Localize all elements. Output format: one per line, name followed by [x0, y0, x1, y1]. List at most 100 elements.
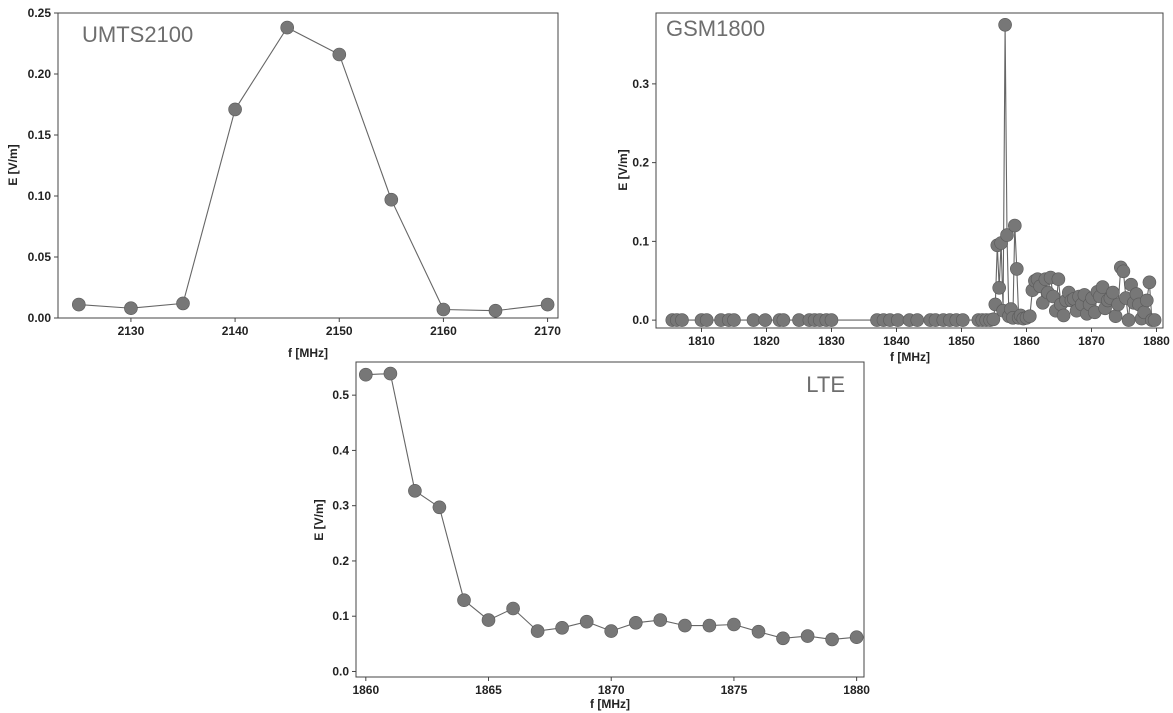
y-tick-label: 0.2 — [632, 156, 649, 170]
y-tick-label: 0.10 — [28, 189, 52, 203]
data-point — [358, 367, 373, 382]
data-point — [702, 618, 717, 633]
data-point — [1106, 285, 1120, 300]
panel-title: UMTS2100 — [82, 22, 193, 47]
y-tick-label: 0.20 — [28, 67, 52, 81]
y-tick-label: 0.0 — [332, 664, 349, 678]
x-tick-label: 1840 — [883, 334, 910, 348]
y-tick-label: 0.3 — [632, 77, 649, 91]
y-tick-label: 0.2 — [332, 554, 349, 568]
x-tick-label: 1880 — [843, 683, 870, 697]
plot-frame — [655, 12, 1164, 329]
y-tick-label: 0.5 — [332, 388, 349, 402]
data-point — [228, 102, 242, 117]
x-tick-label: 1860 — [352, 683, 379, 697]
x-tick-label: 1810 — [688, 334, 715, 348]
data-point — [998, 17, 1012, 32]
data-point — [506, 601, 520, 616]
plot-frame — [57, 12, 559, 319]
series-line — [78, 26, 548, 312]
data-point — [1009, 262, 1024, 276]
data-point — [432, 500, 447, 515]
y-axis-label: E [V/m] — [6, 144, 20, 185]
x-tick-label: 1850 — [948, 334, 975, 348]
x-tick-label: 2170 — [534, 324, 561, 338]
data-point — [332, 47, 347, 62]
x-tick-label: 1830 — [818, 334, 845, 348]
y-tick-label: 0.3 — [332, 499, 349, 513]
data-point — [1108, 309, 1123, 324]
panel-title: GSM1800 — [666, 16, 765, 41]
data-point — [383, 366, 398, 381]
data-point — [675, 313, 689, 327]
data-point — [604, 624, 619, 638]
data-point — [408, 483, 422, 498]
data-point — [751, 624, 766, 639]
data-point — [825, 632, 839, 647]
y-axis-label: E [V/m] — [616, 149, 630, 190]
data-point — [488, 303, 503, 318]
y-tick-label: 0.25 — [28, 6, 52, 20]
data-point — [579, 614, 594, 629]
y-tick-label: 0.05 — [28, 250, 52, 264]
data-point — [1140, 293, 1154, 308]
data-point — [678, 618, 692, 633]
data-point — [1056, 308, 1071, 323]
y-tick-label: 0.00 — [28, 311, 52, 325]
plot-frame — [355, 361, 865, 678]
data-point — [824, 313, 839, 327]
x-tick-label: 1870 — [598, 683, 625, 697]
data-point — [699, 313, 714, 327]
x-tick-label: 1860 — [1013, 334, 1040, 348]
chart-gsm1800: GSM1800 0.0 0.1 0.2 0.3 1810 1820 1830 1840 1850 1… — [616, 12, 1170, 364]
data-point — [530, 624, 545, 638]
x-tick-label: 1880 — [1143, 334, 1170, 348]
data-point — [176, 296, 190, 311]
x-tick-label: 2130 — [118, 324, 145, 338]
data-point — [1116, 264, 1131, 279]
x-tick-label: 2160 — [430, 324, 457, 338]
data-point — [1000, 228, 1014, 242]
data-point — [776, 313, 791, 327]
y-tick-label: 0.0 — [632, 313, 649, 327]
data-point — [1121, 313, 1136, 327]
x-axis-label: f [MHz] — [590, 697, 630, 711]
x-axis-label: f [MHz] — [288, 346, 328, 360]
y-tick-label: 0.4 — [332, 443, 349, 457]
data-point — [384, 192, 399, 207]
data-point — [758, 313, 773, 327]
data-point — [1051, 272, 1066, 287]
data-point — [124, 301, 138, 316]
data-point — [890, 313, 905, 327]
y-axis-label: E [V/m] — [312, 499, 326, 540]
data-point — [800, 629, 815, 643]
data-point — [849, 630, 864, 645]
data-point — [986, 312, 1001, 327]
data-point — [727, 617, 741, 632]
x-tick-label: 1870 — [1078, 334, 1105, 348]
data-point — [746, 313, 761, 327]
data-point — [727, 313, 741, 327]
data-point — [653, 613, 668, 627]
panel-title: LTE — [806, 372, 845, 397]
x-tick-label: 1820 — [753, 334, 780, 348]
data-point — [436, 302, 451, 317]
chart-lte: LTE 0.0 0.1 0.2 0.3 0.4 0.5 1860 1865 1870 1875 188… — [312, 361, 870, 711]
series-line — [672, 24, 1155, 321]
data-point — [910, 313, 925, 327]
y-tick-label: 0.1 — [632, 234, 649, 248]
x-axis-label: f [MHz] — [890, 350, 930, 364]
data-point — [72, 297, 86, 312]
data-point — [481, 613, 496, 627]
x-tick-label: 1875 — [721, 683, 748, 697]
data-point — [280, 20, 295, 35]
x-tick-label: 2150 — [326, 324, 353, 338]
x-tick-label: 1865 — [475, 683, 502, 697]
y-tick-label: 0.1 — [332, 609, 349, 623]
data-point — [540, 297, 555, 312]
data-point — [1007, 218, 1022, 233]
data-point — [955, 313, 970, 327]
data-point — [992, 280, 1007, 295]
data-point — [1142, 275, 1157, 290]
